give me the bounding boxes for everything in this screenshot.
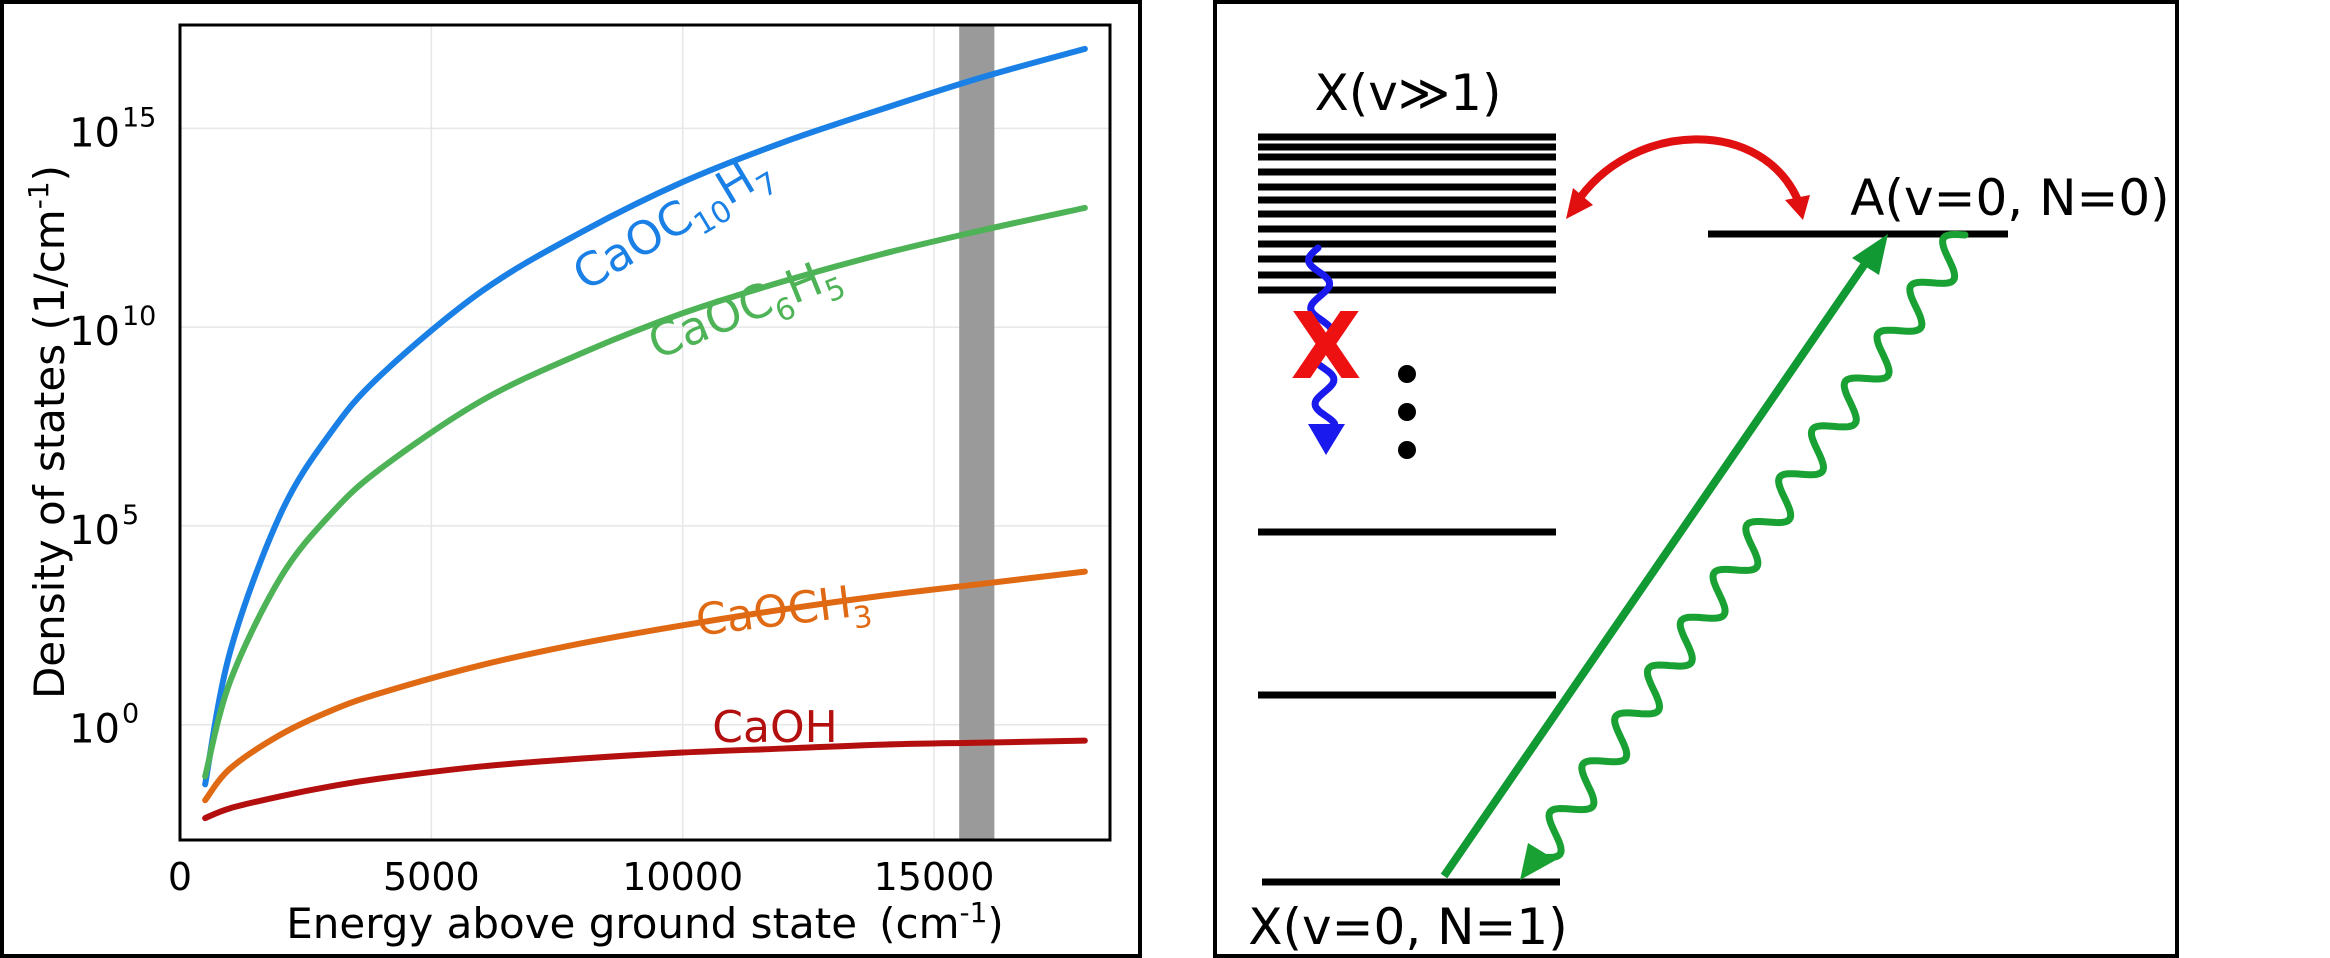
mixing-arrow [1571,135,1804,208]
y-tick-exponent: 15 [122,102,156,133]
ellipsis-dot [1398,365,1416,383]
series-line-0 [202,45,1088,788]
pump-arrowhead [1852,234,1888,275]
mixing-arrowhead-left [1566,188,1593,219]
x-tick-labels: 0 5000 10000 15000 [168,855,995,899]
x-tick-label: 5000 [383,855,480,899]
x-tick-label: 0 [168,855,192,899]
series-line-1 [202,204,1088,780]
label-x-high-v: X(v≫1) [1314,64,1501,122]
y-tick-label: 10 [69,707,120,753]
ellipsis-dot [1398,403,1416,421]
label-a-state: A(v=0, N=0) [1850,169,2169,227]
y-tick-label: 10 [69,110,120,156]
spontaneous-decay-arrowhead [1520,843,1556,880]
y-axis-label: Density of states (1/cm-1) [22,165,74,699]
series-label-caoh: CaOH [712,702,837,753]
label-x-ground: X(v=0, N=1) [1248,898,1567,956]
series-line-3 [202,737,1088,822]
plot-frame [178,23,1112,842]
blocked-decay-wave [1305,244,1339,427]
ellipsis-dot [1398,441,1416,459]
energy-level-diagram: X(v≫1) A(v=0, N=0) X(v=0, N=1) X [1248,64,2169,956]
plot-area [180,25,1110,840]
dense-vibrational-levels [1258,133,1556,294]
mixing-arrowhead-right [1785,195,1810,220]
shaded-band [959,25,995,840]
series-line-2 [202,568,1088,804]
right-panel-frame [1213,0,2179,958]
y-tick-exponent: 0 [122,699,139,730]
spontaneous-decay-wave [1543,231,1969,861]
x-tick-label: 15000 [874,855,995,899]
y-tick-exponent: 10 [122,301,156,332]
blocked-decay-arrowhead [1308,424,1345,455]
blocked-cross-icon: X [1291,293,1362,400]
pump-arrow [1440,252,1875,879]
y-tick-label: 10 [69,508,120,554]
x-tick-label: 10000 [622,855,743,899]
y-tick-exponent: 5 [122,500,139,531]
y-tick-label: 10 [69,309,120,355]
series-group [202,45,1088,822]
left-panel-frame [0,0,1142,958]
x-axis-label: Energy above ground state (cm-1) [286,896,1004,948]
